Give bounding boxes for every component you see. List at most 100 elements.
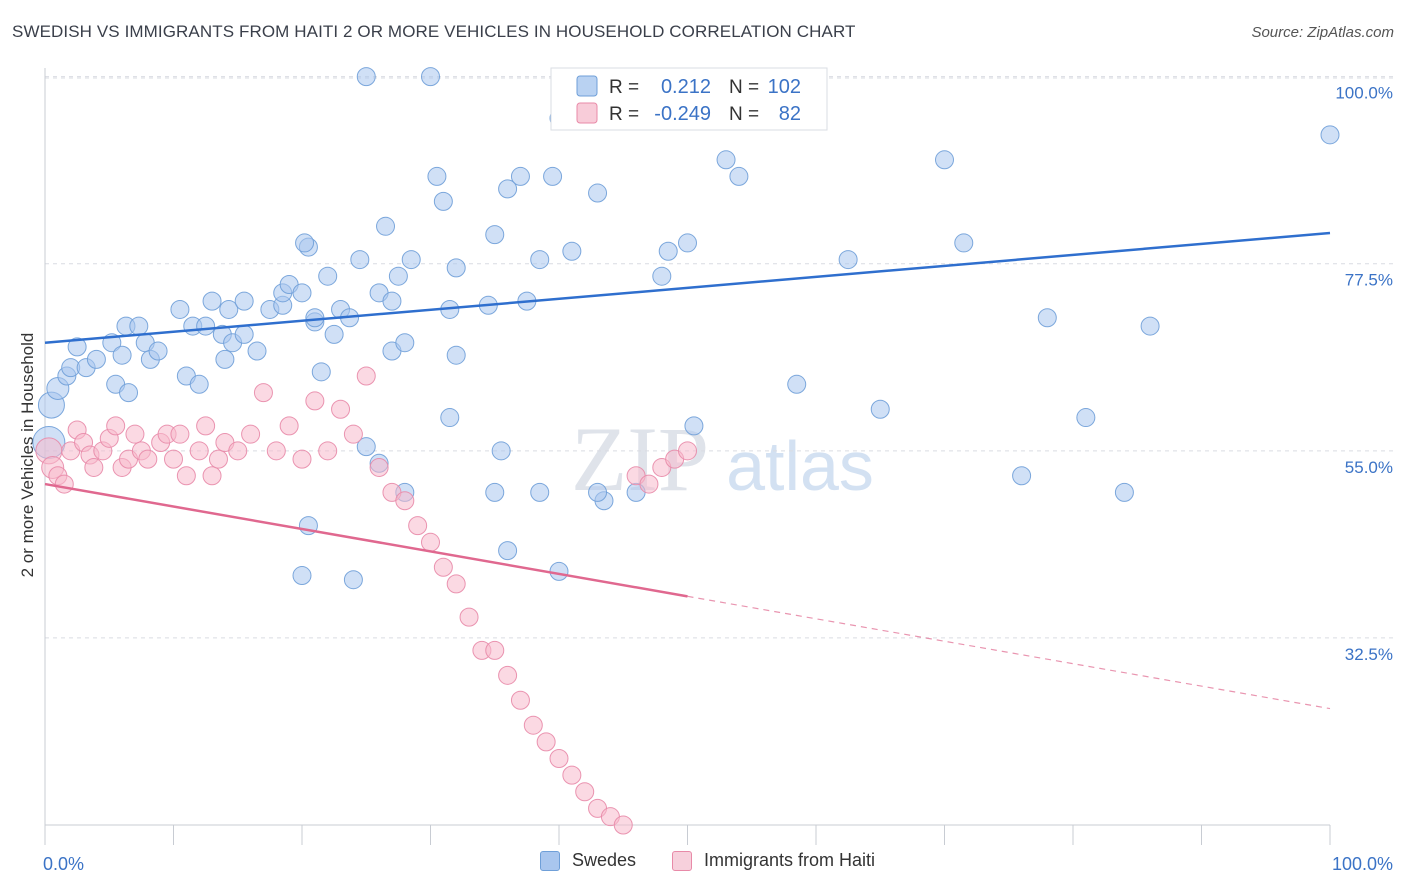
legend-swatch-haiti (672, 850, 692, 871)
swedes-point (350, 250, 370, 270)
haiti-point (292, 449, 312, 469)
haiti-point (54, 474, 74, 494)
swedes-point (196, 316, 216, 336)
swedes-point (543, 166, 563, 186)
swedes-point (234, 324, 254, 344)
haiti-point (446, 574, 466, 594)
y-tick-label: 55.0% (1345, 458, 1393, 477)
swedes-point (935, 150, 954, 170)
swedes-point (86, 349, 106, 369)
haiti-point (510, 690, 530, 710)
swedes-point (324, 324, 344, 344)
stats-r-label: R = (609, 77, 639, 98)
haiti-point (523, 715, 543, 735)
stats-legend-swatch-pink (576, 102, 598, 124)
swedes-point (954, 233, 974, 253)
haiti-point (266, 441, 286, 461)
haiti-point (164, 449, 183, 469)
swedes-point (356, 437, 376, 457)
swedes-point (588, 482, 608, 502)
swedes-point (498, 541, 518, 561)
haiti-point (536, 732, 556, 752)
swedes-point (716, 150, 736, 170)
y-tick-label: 32.5% (1345, 645, 1393, 664)
haiti-point (138, 449, 158, 469)
legend-item-swedes[interactable]: Swedes (540, 850, 636, 871)
swedes-point (388, 266, 408, 286)
x-tick-label: 100.0% (1332, 854, 1393, 874)
swedes-point (356, 67, 376, 87)
swedes-point (318, 266, 338, 286)
legend-item-haiti[interactable]: Immigrants from Haiti (672, 850, 875, 871)
swedes-point (1140, 316, 1160, 336)
stats-r-value: -0.249 (654, 103, 711, 125)
chart-source: Source: ZipAtlas.com (1251, 24, 1394, 41)
swedes-point (446, 258, 466, 278)
stats-legend-swatch-blue (576, 75, 598, 97)
swedes-point (658, 241, 678, 261)
haiti-point (106, 416, 126, 436)
stats-n-label: N = (729, 77, 759, 98)
haiti-point (241, 424, 261, 444)
swedes-point (787, 374, 807, 394)
swedes-point (343, 570, 363, 590)
haiti-point (196, 416, 216, 436)
swedes-point (129, 316, 149, 336)
swedes-point (234, 291, 254, 311)
swedes-point (119, 383, 139, 403)
watermark-atlas: atlas (726, 427, 874, 505)
swedes-point (684, 416, 704, 436)
swedes-point (498, 179, 518, 199)
haiti-point (84, 457, 104, 477)
haiti-point (459, 607, 479, 627)
haiti-trendline-extension (687, 595, 1331, 710)
haiti-point (485, 640, 505, 660)
swedes-point (433, 191, 453, 211)
haiti-point (549, 748, 569, 768)
haiti-point (189, 441, 209, 461)
stats-n-label: N = (729, 104, 759, 125)
swedes-point (1320, 125, 1340, 145)
haiti-point (678, 441, 697, 461)
swedes-point (729, 166, 749, 186)
haiti-point (343, 424, 363, 444)
swedes-point (247, 341, 267, 361)
chart-title: SWEDISH VS IMMIGRANTS FROM HAITI 2 OR MO… (12, 22, 856, 41)
x-tick-label: 0.0% (43, 854, 84, 874)
swedes-point (588, 183, 608, 203)
swedes-point (446, 345, 466, 365)
swedes-point (421, 67, 440, 87)
swedes-point (311, 362, 331, 382)
swedes-trendline (44, 231, 1331, 344)
swedes-point (292, 566, 312, 586)
haiti-point (253, 383, 273, 403)
swedes-point (215, 349, 235, 369)
haiti-point (575, 782, 595, 802)
stats-r-label: R = (609, 104, 639, 125)
swedes-point (376, 216, 396, 236)
haiti-point (208, 449, 228, 469)
swedes-point (202, 291, 222, 311)
swedes-point (170, 299, 190, 319)
swedes-point (67, 337, 87, 357)
swedes-point (562, 241, 582, 261)
swedes-point (148, 341, 168, 361)
swedes-point (382, 291, 402, 311)
stats-n-value: 102 (768, 76, 801, 98)
bottom-legend: Swedes Immigrants from Haiti (0, 850, 1406, 880)
swedes-point (189, 374, 209, 394)
swedes-point (1037, 308, 1057, 328)
swedes-point (295, 233, 315, 253)
haiti-point (228, 441, 248, 461)
haiti-point (170, 424, 190, 444)
swedes-point (485, 482, 505, 502)
swedes-point (1114, 482, 1134, 502)
swedes-point (678, 233, 697, 253)
swedes-point (530, 482, 550, 502)
haiti-point (498, 665, 518, 685)
swedes-point (1076, 408, 1096, 428)
swedes-point (549, 561, 569, 581)
swedes-point (652, 266, 672, 286)
swedes-point (530, 250, 550, 270)
